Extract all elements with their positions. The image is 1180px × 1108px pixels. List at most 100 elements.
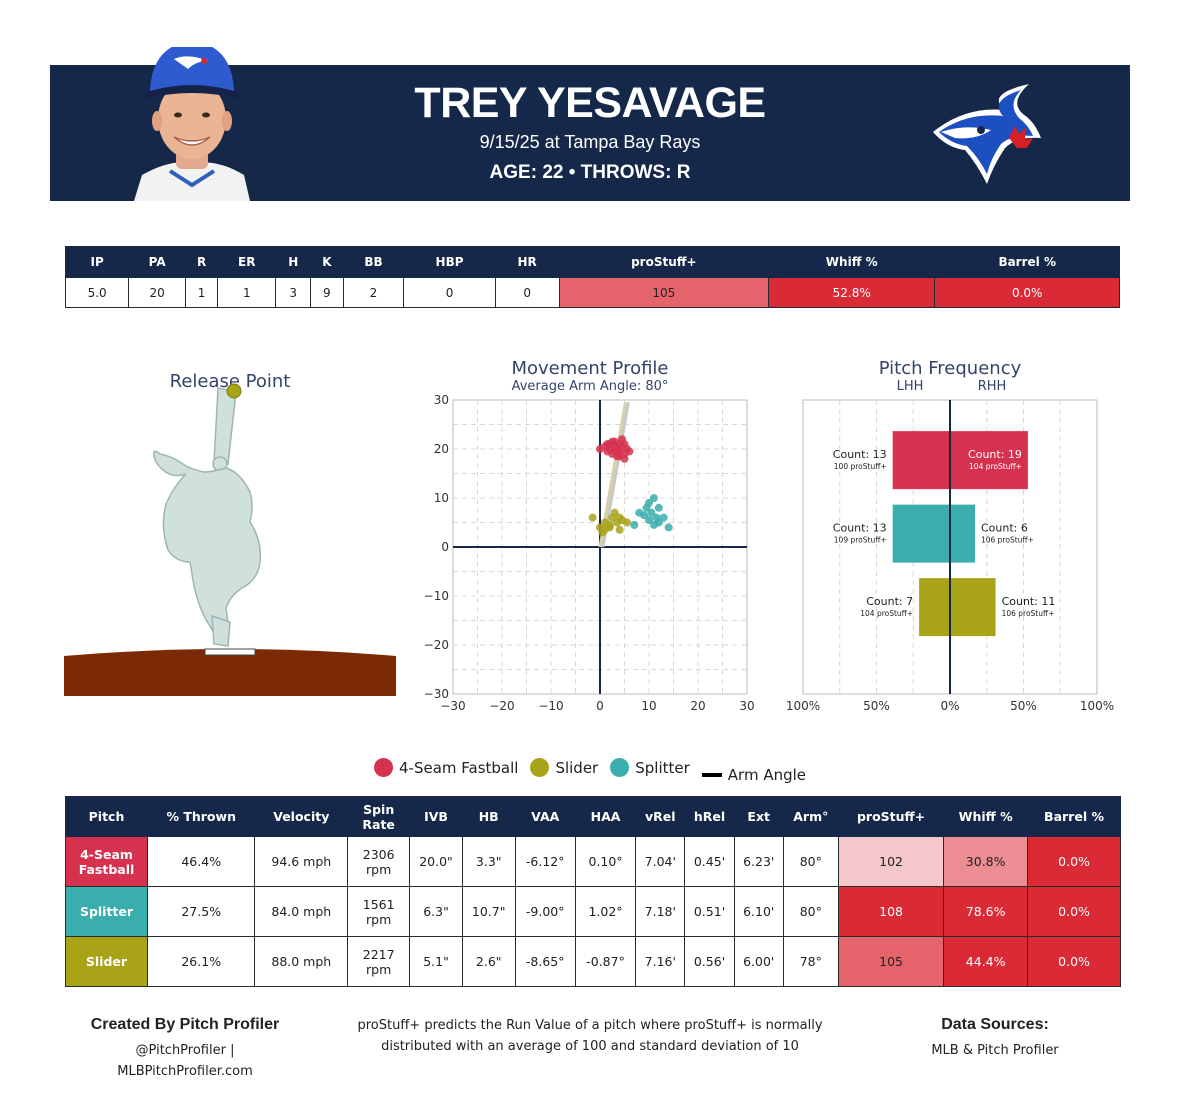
pitch-cell-ivb: 20.0"	[409, 836, 463, 887]
pitch-header-arm: Arm°	[782, 796, 839, 837]
summary-header-ip: IP	[64, 246, 130, 278]
pitch-cell-barrel: 0.0%	[1027, 886, 1121, 937]
movement-subtitle: Average Arm Angle: 80°	[511, 379, 669, 394]
frequency-prostuff-lhh: 104 proStuff+	[860, 609, 913, 618]
pitch-name-splitter: Splitter	[65, 886, 148, 937]
legend-item-splitter: Splitter	[610, 758, 690, 777]
legend-label: 4-Seam Fastball	[398, 758, 519, 777]
release-point-marker	[226, 383, 242, 399]
pitch-header-hrel: hRel	[684, 796, 735, 837]
summary-value-k: 9	[310, 277, 344, 308]
summary-header-row: IP PA R ER H K BB HBP HR proStuff+ Whiff % Barrel %	[64, 246, 1120, 278]
player-bio: AGE: 22 • THROWS: R	[489, 162, 691, 183]
created-by: Created By Pitch Profiler	[90, 1016, 280, 1033]
frequency-bar-rhh-4-seam-fastball	[950, 431, 1028, 490]
summary-header-r: R	[184, 246, 219, 278]
movement-point-slider	[598, 528, 607, 537]
data-sources-title: Data Sources:	[941, 1016, 1049, 1033]
pitch-cell-prostuff: 102	[837, 836, 945, 887]
pitch-cell-hrel: 0.45'	[684, 836, 735, 887]
movement-x-tick: 20	[690, 699, 705, 713]
pitch-cell-spin-rate: 2306 rpm	[347, 836, 411, 887]
summary-value-h: 3	[275, 277, 312, 308]
data-sources: MLB & Pitch Profiler	[931, 1043, 1059, 1058]
summary-value-barrel: 0.0%	[934, 277, 1120, 308]
summary-header-hr: HR	[494, 246, 560, 278]
pitch-header-vrel: vRel	[635, 796, 686, 837]
pitch-name-slider: Slider	[65, 936, 148, 987]
movement-point-splitter	[649, 520, 658, 529]
frequency-title: Pitch Frequency	[878, 358, 1022, 379]
website-link[interactable]: MLBPitchProfiler.com	[117, 1064, 253, 1079]
frequency-x-tick: 100%	[786, 699, 820, 713]
frequency-count-lhh: Count: 7	[866, 595, 913, 608]
frequency-prostuff-rhh: 106 proStuff+	[981, 536, 1034, 545]
movement-point-splitter	[645, 516, 653, 525]
summary-value-prostuff: 105	[558, 277, 770, 308]
movement-x-tick: 30	[739, 699, 754, 713]
pitch-cell-whiff: 78.6%	[943, 886, 1029, 937]
header-banner: TREY YESAVAGE 9/15/25 at Tampa Bay Rays …	[50, 47, 1130, 201]
pitch-cell-vaa: -8.65°	[514, 936, 576, 987]
frequency-bar-lhh-splitter	[892, 504, 950, 563]
pitch-arsenal-table: Pitch% Thrown Velocity Spin Rate IVB HB VAA HA…	[65, 796, 1121, 987]
movement-y-tick: −10	[424, 589, 449, 603]
movement-point-splitter	[645, 498, 653, 507]
pitch-cell-haa: 1.02°	[574, 886, 637, 937]
pitch-cell-ext: 6.23'	[733, 836, 784, 887]
table-row: Slider 26.1% 88.0 mph 2217 rpm 5.1" 2.6" -8.65…	[65, 936, 1121, 987]
movement-point-4-seam-fastball	[618, 435, 627, 444]
pitch-header-spin-rate: Spin Rate	[347, 796, 411, 837]
movement-point-4-seam-fastball	[620, 454, 629, 463]
movement-point-slider	[622, 518, 631, 527]
movement-point-4-seam-fastball	[603, 440, 612, 449]
legend-item-4-seam-fastball: 4-Seam Fastball	[373, 758, 519, 777]
summary-header-h: H	[275, 246, 312, 278]
summary-header-hbp: HBP	[403, 246, 496, 278]
prostuff-description-line2: distributed with an average of 100 and s…	[381, 1039, 799, 1054]
movement-profile-chart: −30 −20 −10 0 10 20 30 −30 −20 −10 0 10 20 30	[424, 395, 755, 713]
frequency-count-rhh: Count: 11	[1002, 595, 1056, 608]
table-row: Splitter 27.5% 84.0 mph 1561 rpm 6.3" 10.7" -9…	[65, 886, 1121, 937]
pitch-cell-vaa: -6.12°	[514, 836, 576, 887]
pitch-cell-velocity: 88.0 mph	[254, 936, 349, 987]
movement-point-4-seam-fastball	[625, 447, 634, 456]
pitch-cell-thrown: 27.5%	[146, 886, 256, 937]
blue-jays-logo	[933, 84, 1041, 184]
pitch-cell-hrel: 0.51'	[684, 886, 735, 937]
frequency-x-tick: 100%	[1080, 699, 1114, 713]
twitter-handle[interactable]: @PitchProfiler |	[135, 1043, 235, 1058]
summary-header-prostuff: proStuff+	[558, 246, 770, 278]
pitch-cell-velocity: 94.6 mph	[254, 836, 349, 887]
summary-value-ip: 5.0	[64, 277, 130, 308]
legend-item-slider: Slider	[530, 758, 598, 777]
pitch-cell-arm: 80°	[782, 886, 839, 937]
legend-swatch-splitter	[610, 758, 630, 777]
pitch-header-barrel: Barrel %	[1027, 796, 1121, 837]
pitch-cell-ext: 6.10'	[733, 886, 784, 937]
pitch-name-4-seam-fastball: 4-Seam Fastball	[65, 836, 148, 887]
pitching-rubber	[204, 648, 256, 656]
summary-value-r: 1	[184, 277, 219, 308]
pitch-header-velocity: Velocity	[254, 796, 349, 837]
frequency-count-rhh: Count: 6	[981, 522, 1028, 535]
summary-stats-table: IP PA R ER H K BB HBP HR proStuff+ Whiff % Barrel %…	[64, 246, 1120, 308]
legend-label: Splitter	[635, 758, 690, 777]
table-row: 4-Seam Fastball 46.4% 94.6 mph 2306 rpm 20.0…	[65, 836, 1121, 887]
movement-x-tick: −10	[538, 699, 563, 713]
pitch-cell-velocity: 84.0 mph	[254, 886, 349, 937]
frequency-x-tick: 50%	[863, 699, 890, 713]
chart-legend: 4-Seam Fastball Slider Splitter Arm Angle	[0, 758, 1180, 784]
pitch-header-prostuff: proStuff+	[837, 796, 945, 837]
movement-x-tick: 0	[596, 699, 604, 713]
movement-point-splitter	[647, 508, 656, 517]
summary-header-whiff: Whiff %	[767, 246, 936, 278]
summary-value-bb: 2	[342, 277, 405, 308]
movement-y-tick: −20	[424, 638, 449, 652]
movement-y-tick: −30	[424, 687, 449, 701]
frequency-bar-lhh-slider	[919, 578, 950, 637]
pitch-header-pitch: Pitch	[65, 796, 148, 837]
movement-point-splitter	[640, 511, 649, 520]
movement-point-splitter	[630, 520, 639, 529]
